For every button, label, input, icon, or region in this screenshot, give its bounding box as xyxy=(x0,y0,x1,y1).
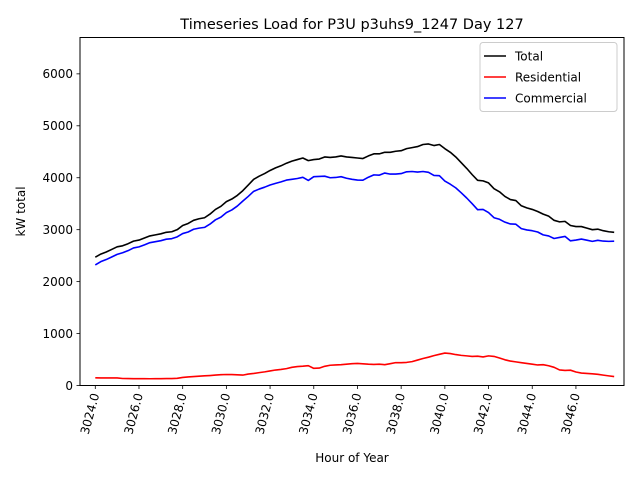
y-tick-label: 1000 xyxy=(42,327,73,341)
chart-title: Timeseries Load for P3U p3uhs9_1247 Day … xyxy=(179,17,523,33)
legend-box xyxy=(479,42,618,112)
y-tick-label: 0 xyxy=(65,379,73,393)
series-line-residential xyxy=(95,352,615,380)
legend-label-total: Total xyxy=(514,50,543,64)
y-tick-label: 3000 xyxy=(42,223,73,237)
legend-label-commercial: Commercial xyxy=(515,92,587,106)
series-line-commercial xyxy=(94,170,615,266)
plot-frame xyxy=(79,37,625,386)
y-axis-label: kW total xyxy=(14,186,28,236)
y-tick-label: 6000 xyxy=(42,67,73,81)
y-tick-label: 2000 xyxy=(42,275,73,289)
series-line-total xyxy=(94,143,615,258)
series-layer xyxy=(94,143,615,380)
legend-label-residential: Residential xyxy=(515,71,581,85)
x-axis-label: Hour of Year xyxy=(315,451,389,465)
y-tick-label: 4000 xyxy=(42,171,73,185)
y-axis: 0 1000 2000 3000 4000 5000 6000 xyxy=(42,67,80,393)
legend: Total Residential Commercial xyxy=(479,42,618,112)
y-tick-label: 5000 xyxy=(42,119,73,133)
